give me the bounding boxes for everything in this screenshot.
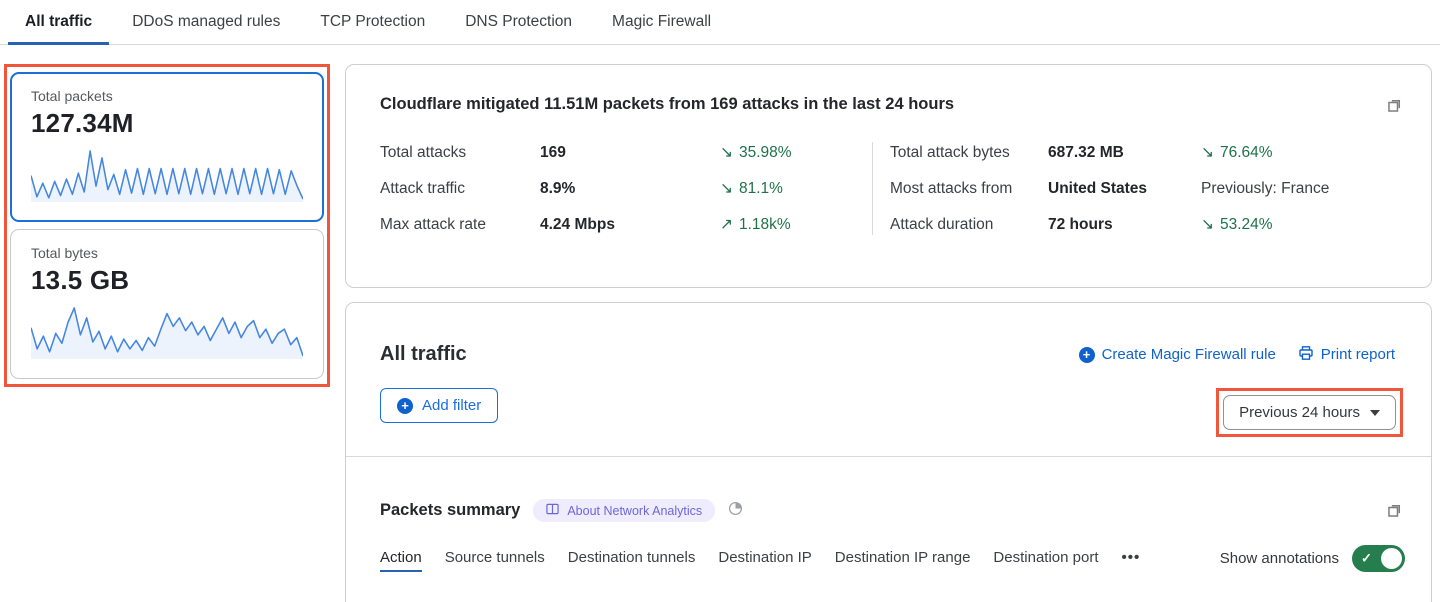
time-range-dropdown[interactable]: Previous 24 hours (1223, 395, 1396, 430)
tab-tcp-protection[interactable]: TCP Protection (320, 13, 426, 30)
mitigation-summary-card: Cloudflare mitigated 11.51M packets from… (345, 64, 1432, 288)
about-network-analytics-badge[interactable]: About Network Analytics (533, 499, 716, 522)
stat-delta: ↘ 76.64% (1201, 144, 1273, 161)
stat-value: 687.32 MB (1048, 144, 1124, 161)
total-bytes-sparkline (31, 307, 303, 359)
subtab-destination-ip-range[interactable]: Destination IP range (834, 549, 971, 566)
stat-attack-duration: Attack duration 72 hours ↘ 53.24% (890, 214, 1405, 235)
all-traffic-title: All traffic (380, 343, 467, 365)
annotation-highlight-time-range: Previous 24 hours (1216, 388, 1403, 437)
checkmark-icon: ✓ (1361, 550, 1372, 566)
packets-summary-title: Packets summary (380, 501, 521, 519)
overview-cards-column: Total packets 127.34M Total bytes 13.5 G… (4, 64, 330, 602)
subtab-destination-tunnels[interactable]: Destination tunnels (567, 549, 696, 566)
print-report-link[interactable]: Print report (1298, 345, 1395, 365)
subtab-source-tunnels[interactable]: Source tunnels (444, 549, 545, 566)
stat-value: 4.24 Mbps (540, 216, 615, 233)
stat-label: Total attacks (380, 144, 467, 161)
subtab-destination-port[interactable]: Destination port (993, 549, 1099, 566)
trend-down-icon: ↘ (720, 144, 733, 161)
total-packets-card[interactable]: Total packets 127.34M (10, 72, 324, 222)
stat-total-attack-bytes: Total attack bytes 687.32 MB ↘ 76.64% (890, 142, 1405, 163)
printer-icon (1298, 345, 1314, 365)
stat-delta: ↘ 35.98% (720, 144, 792, 161)
book-icon (546, 503, 560, 518)
annotation-highlight-overview-cards: Total packets 127.34M Total bytes 13.5 G… (4, 64, 330, 387)
chevron-down-icon (1370, 409, 1380, 416)
plus-circle-icon (397, 397, 413, 414)
stat-total-attacks: Total attacks 169 ↘ 35.98% (380, 142, 872, 163)
copy-icon (1386, 99, 1403, 117)
trend-down-icon: ↘ (1201, 144, 1214, 161)
stat-label: Max attack rate (380, 216, 486, 233)
trend-up-icon: ↗ (720, 216, 733, 233)
stat-value: United States (1048, 180, 1148, 197)
stat-most-attacks-from: Most attacks from United States Previous… (890, 178, 1405, 199)
analytics-tab-bar: All traffic DDoS managed rules TCP Prote… (0, 0, 1440, 45)
tab-all-traffic[interactable]: All traffic (8, 0, 110, 45)
pie-chart-icon[interactable] (728, 501, 743, 521)
tab-dns-protection[interactable]: DNS Protection (465, 13, 573, 30)
stat-attack-traffic: Attack traffic 8.9% ↘ 81.1% (380, 178, 872, 199)
stat-previous-value: Previously: France (1201, 180, 1330, 197)
stat-value: 72 hours (1048, 216, 1113, 233)
total-bytes-card[interactable]: Total bytes 13.5 GB (10, 229, 324, 379)
copy-icon (1386, 504, 1403, 522)
create-magic-firewall-rule-link[interactable]: Create Magic Firewall rule (1078, 346, 1276, 363)
subtab-action[interactable]: Action (380, 549, 422, 572)
stat-value: 169 (540, 144, 566, 161)
show-annotations-toggle[interactable]: ✓ (1352, 545, 1405, 572)
stat-max-attack-rate: Max attack rate 4.24 Mbps ↗ 1.18k% (380, 214, 872, 235)
tab-ddos-managed-rules[interactable]: DDoS managed rules (132, 13, 281, 30)
stat-delta: ↘ 53.24% (1201, 216, 1273, 233)
add-filter-button[interactable]: Add filter (380, 388, 499, 423)
subtab-destination-ip[interactable]: Destination IP (718, 549, 812, 566)
trend-down-icon: ↘ (720, 180, 733, 197)
stat-delta: ↗ 1.18k% (720, 216, 791, 233)
stat-label: Attack duration (890, 216, 994, 233)
show-annotations-label: Show annotations (1219, 550, 1339, 567)
subtabs-more-button[interactable]: ••• (1121, 549, 1141, 566)
packets-summary-subtabs: Action Source tunnels Destination tunnel… (380, 549, 1140, 572)
total-packets-sparkline (31, 150, 303, 202)
stats-divider (872, 142, 873, 235)
stat-label: Total attack bytes (890, 144, 1010, 161)
toggle-knob (1381, 548, 1402, 569)
stat-delta: ↘ 81.1% (720, 180, 783, 197)
copy-summary-button[interactable] (1384, 95, 1405, 116)
plus-circle-icon (1078, 346, 1095, 363)
total-packets-value: 127.34M (31, 108, 134, 138)
all-traffic-card: All traffic Create Magic Firewall rule P… (345, 302, 1432, 602)
total-bytes-value: 13.5 GB (31, 265, 130, 295)
mitigation-summary-title: Cloudflare mitigated 11.51M packets from… (380, 95, 955, 113)
stat-label: Most attacks from (890, 180, 1013, 197)
copy-packets-summary-button[interactable] (1384, 500, 1405, 521)
main-content: Cloudflare mitigated 11.51M packets from… (345, 64, 1432, 602)
total-packets-label: Total packets (31, 88, 113, 104)
trend-down-icon: ↘ (1201, 216, 1214, 233)
total-bytes-label: Total bytes (31, 245, 98, 261)
stat-label: Attack traffic (380, 180, 465, 197)
tab-magic-firewall[interactable]: Magic Firewall (612, 13, 712, 30)
stat-value: 8.9% (540, 180, 576, 197)
section-divider (346, 456, 1431, 457)
